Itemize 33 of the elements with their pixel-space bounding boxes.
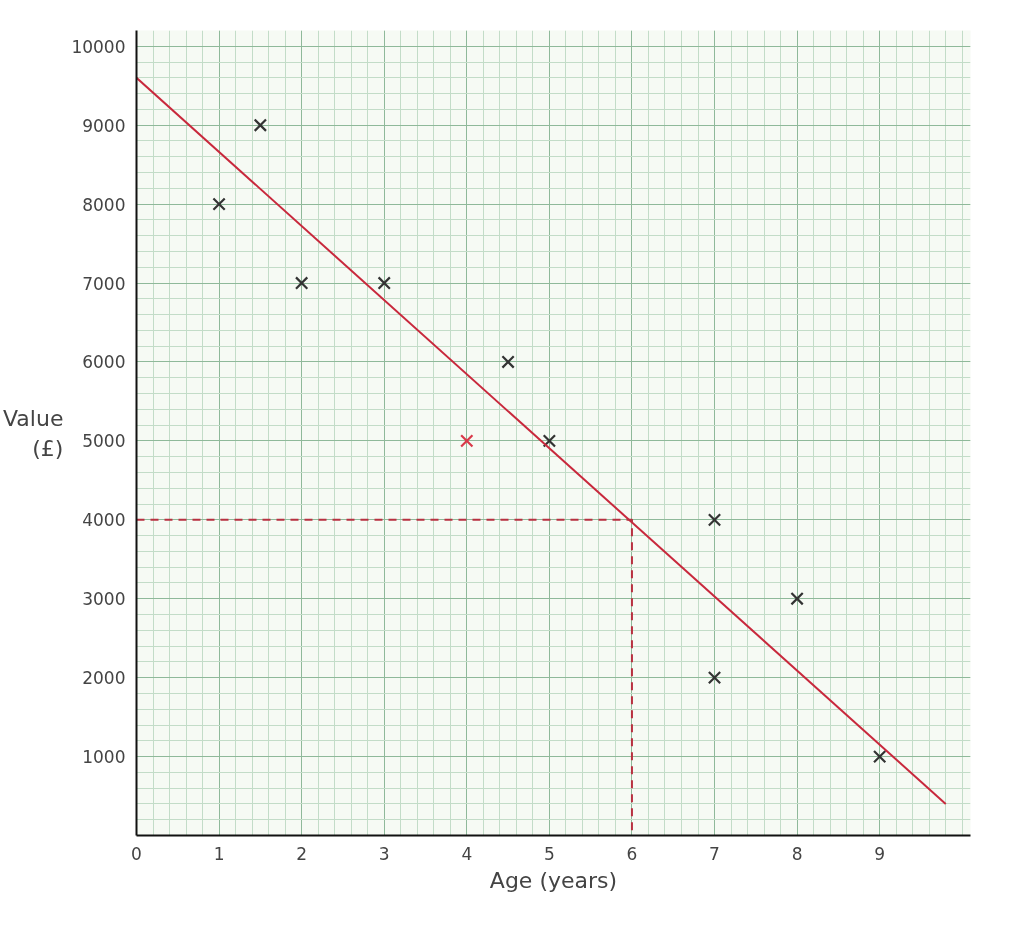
y-tick-label: 2000	[82, 668, 126, 689]
y-tick-label: 7000	[82, 273, 126, 294]
y-tick-label: 5000	[82, 431, 126, 452]
point	[294, 276, 309, 290]
y-tick-label: 8000	[82, 194, 126, 215]
point	[707, 670, 722, 685]
x-tick-label: 7	[709, 843, 720, 864]
x-tick-label: 4	[461, 843, 473, 864]
x-tick-label: 3	[378, 843, 390, 864]
point	[872, 749, 887, 764]
y-axis-title: Value (£)	[3, 405, 64, 461]
x-tick-label: 6	[626, 843, 638, 864]
point	[212, 197, 226, 211]
point	[790, 591, 804, 606]
point	[253, 118, 268, 132]
x-tick-label: 5	[543, 843, 555, 864]
y-tick-label: 10000	[71, 36, 126, 57]
y-tick-label: 1000	[82, 747, 126, 768]
point	[377, 276, 391, 290]
point	[501, 355, 515, 369]
y-tick-label: 3000	[82, 589, 126, 610]
x-tick-label: 9	[874, 843, 886, 864]
point	[460, 434, 474, 448]
y-tick-label: 6000	[82, 352, 126, 373]
x-axis-title: Age (years)	[489, 867, 618, 893]
y-tick-label: 4000	[82, 510, 126, 531]
x-tick-label: 8	[791, 843, 803, 864]
x-tick-label: 1	[213, 843, 225, 864]
x-tick-label: 0	[131, 843, 142, 864]
point	[707, 513, 722, 527]
point	[542, 434, 557, 448]
y-tick-label: 9000	[82, 115, 126, 136]
x-tick-label: 2	[296, 843, 308, 864]
